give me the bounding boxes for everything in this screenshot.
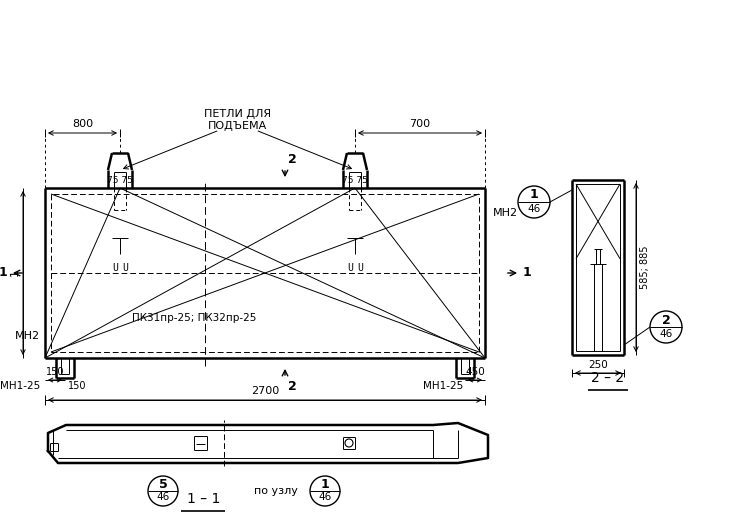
Text: 2700: 2700 — [251, 386, 279, 396]
Text: U: U — [347, 263, 353, 273]
Text: 46: 46 — [319, 492, 331, 502]
Text: МН2: МН2 — [15, 331, 40, 341]
Text: 1: 1 — [10, 269, 20, 277]
Text: 250: 250 — [588, 360, 608, 370]
Text: 75 75: 75 75 — [107, 176, 133, 185]
Text: 1: 1 — [523, 267, 532, 279]
Text: 150: 150 — [68, 381, 87, 391]
Text: МН1-25: МН1-25 — [422, 381, 463, 391]
Text: 46: 46 — [660, 329, 672, 339]
Text: 2: 2 — [288, 153, 297, 166]
Text: ПЕТЛИ ДЛЯ
ПОДЪЕМА: ПЕТЛИ ДЛЯ ПОДЪЕМА — [204, 109, 271, 131]
Text: 46: 46 — [157, 492, 169, 502]
Text: МН2: МН2 — [493, 208, 518, 218]
Text: 2 – 2: 2 – 2 — [591, 371, 624, 385]
Text: 800: 800 — [72, 119, 93, 129]
Text: 2: 2 — [288, 380, 297, 393]
Text: 2: 2 — [662, 313, 670, 326]
Text: U: U — [357, 263, 363, 273]
Text: U: U — [122, 263, 128, 273]
Text: ПК31пр-25; ПК32пр-25: ПК31пр-25; ПК32пр-25 — [132, 313, 256, 323]
Text: 1: 1 — [321, 479, 329, 492]
Text: 1: 1 — [0, 267, 7, 279]
Text: 1 – 1: 1 – 1 — [187, 492, 220, 506]
Text: 75 75: 75 75 — [342, 176, 368, 185]
Text: 46: 46 — [527, 204, 541, 214]
Text: МН1-25: МН1-25 — [0, 381, 40, 391]
Text: 450: 450 — [465, 367, 485, 377]
Text: 150: 150 — [46, 367, 64, 377]
Text: 700: 700 — [410, 119, 431, 129]
Text: 1: 1 — [529, 188, 538, 201]
Text: U: U — [112, 263, 118, 273]
Text: 585; 885: 585; 885 — [640, 246, 650, 289]
Text: по узлу: по узлу — [254, 486, 298, 496]
Text: 5: 5 — [159, 479, 167, 492]
